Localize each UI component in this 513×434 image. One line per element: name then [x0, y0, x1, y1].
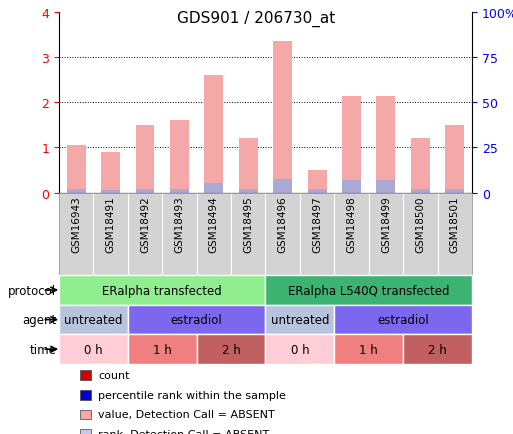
Bar: [308, 190, 327, 193]
Text: GSM18492: GSM18492: [140, 196, 150, 252]
Text: 2 h: 2 h: [222, 343, 241, 356]
Bar: [170, 121, 189, 193]
Text: GSM18500: GSM18500: [416, 196, 425, 252]
Bar: [59, 276, 266, 305]
Text: untreated: untreated: [64, 313, 123, 326]
Text: count: count: [98, 371, 130, 380]
Bar: [273, 180, 292, 193]
Text: rank, Detection Call = ABSENT: rank, Detection Call = ABSENT: [98, 429, 270, 434]
Bar: [334, 335, 403, 364]
Bar: [135, 125, 154, 193]
Bar: [411, 190, 430, 193]
Text: 1 h: 1 h: [359, 343, 378, 356]
Bar: [67, 146, 86, 193]
Bar: [170, 190, 189, 193]
Text: GSM18495: GSM18495: [243, 196, 253, 252]
Bar: [403, 335, 472, 364]
Text: GSM18491: GSM18491: [106, 196, 115, 252]
Bar: [411, 139, 430, 193]
Bar: [196, 335, 266, 364]
Text: ERalpha L540Q transfected: ERalpha L540Q transfected: [288, 284, 449, 297]
Bar: [239, 190, 258, 193]
Text: GSM16943: GSM16943: [71, 196, 81, 252]
Text: estradiol: estradiol: [377, 313, 429, 326]
Text: GSM18498: GSM18498: [346, 196, 357, 252]
Text: 2 h: 2 h: [428, 343, 447, 356]
Text: 1 h: 1 h: [153, 343, 172, 356]
Bar: [101, 153, 120, 193]
Text: percentile rank within the sample: percentile rank within the sample: [98, 390, 286, 400]
Bar: [445, 190, 464, 193]
Bar: [67, 190, 86, 193]
Bar: [204, 76, 223, 193]
Text: 0 h: 0 h: [290, 343, 309, 356]
Bar: [377, 181, 396, 193]
Bar: [59, 305, 128, 335]
Bar: [342, 181, 361, 193]
Text: GSM18501: GSM18501: [450, 196, 460, 252]
Text: protocol: protocol: [8, 284, 56, 297]
Text: 0 h: 0 h: [84, 343, 103, 356]
Text: time: time: [30, 343, 56, 356]
Text: ERalpha transfected: ERalpha transfected: [103, 284, 222, 297]
Bar: [334, 305, 472, 335]
Bar: [377, 96, 396, 193]
Bar: [101, 191, 120, 193]
Bar: [342, 96, 361, 193]
Bar: [59, 335, 128, 364]
Text: GSM18494: GSM18494: [209, 196, 219, 252]
Text: GSM18496: GSM18496: [278, 196, 288, 252]
Text: agent: agent: [22, 313, 56, 326]
Bar: [204, 183, 223, 193]
Text: GDS901 / 206730_at: GDS901 / 206730_at: [177, 11, 336, 27]
Text: GSM18493: GSM18493: [174, 196, 185, 252]
Bar: [128, 305, 266, 335]
Bar: [266, 276, 472, 305]
Text: GSM18499: GSM18499: [381, 196, 391, 252]
Text: value, Detection Call = ABSENT: value, Detection Call = ABSENT: [98, 410, 275, 419]
Bar: [135, 190, 154, 193]
Text: estradiol: estradiol: [171, 313, 223, 326]
Bar: [308, 171, 327, 193]
Bar: [266, 335, 334, 364]
Bar: [266, 305, 334, 335]
Bar: [273, 42, 292, 193]
Bar: [445, 125, 464, 193]
Text: untreated: untreated: [271, 313, 329, 326]
Bar: [128, 335, 196, 364]
Bar: [239, 139, 258, 193]
Text: GSM18497: GSM18497: [312, 196, 322, 252]
